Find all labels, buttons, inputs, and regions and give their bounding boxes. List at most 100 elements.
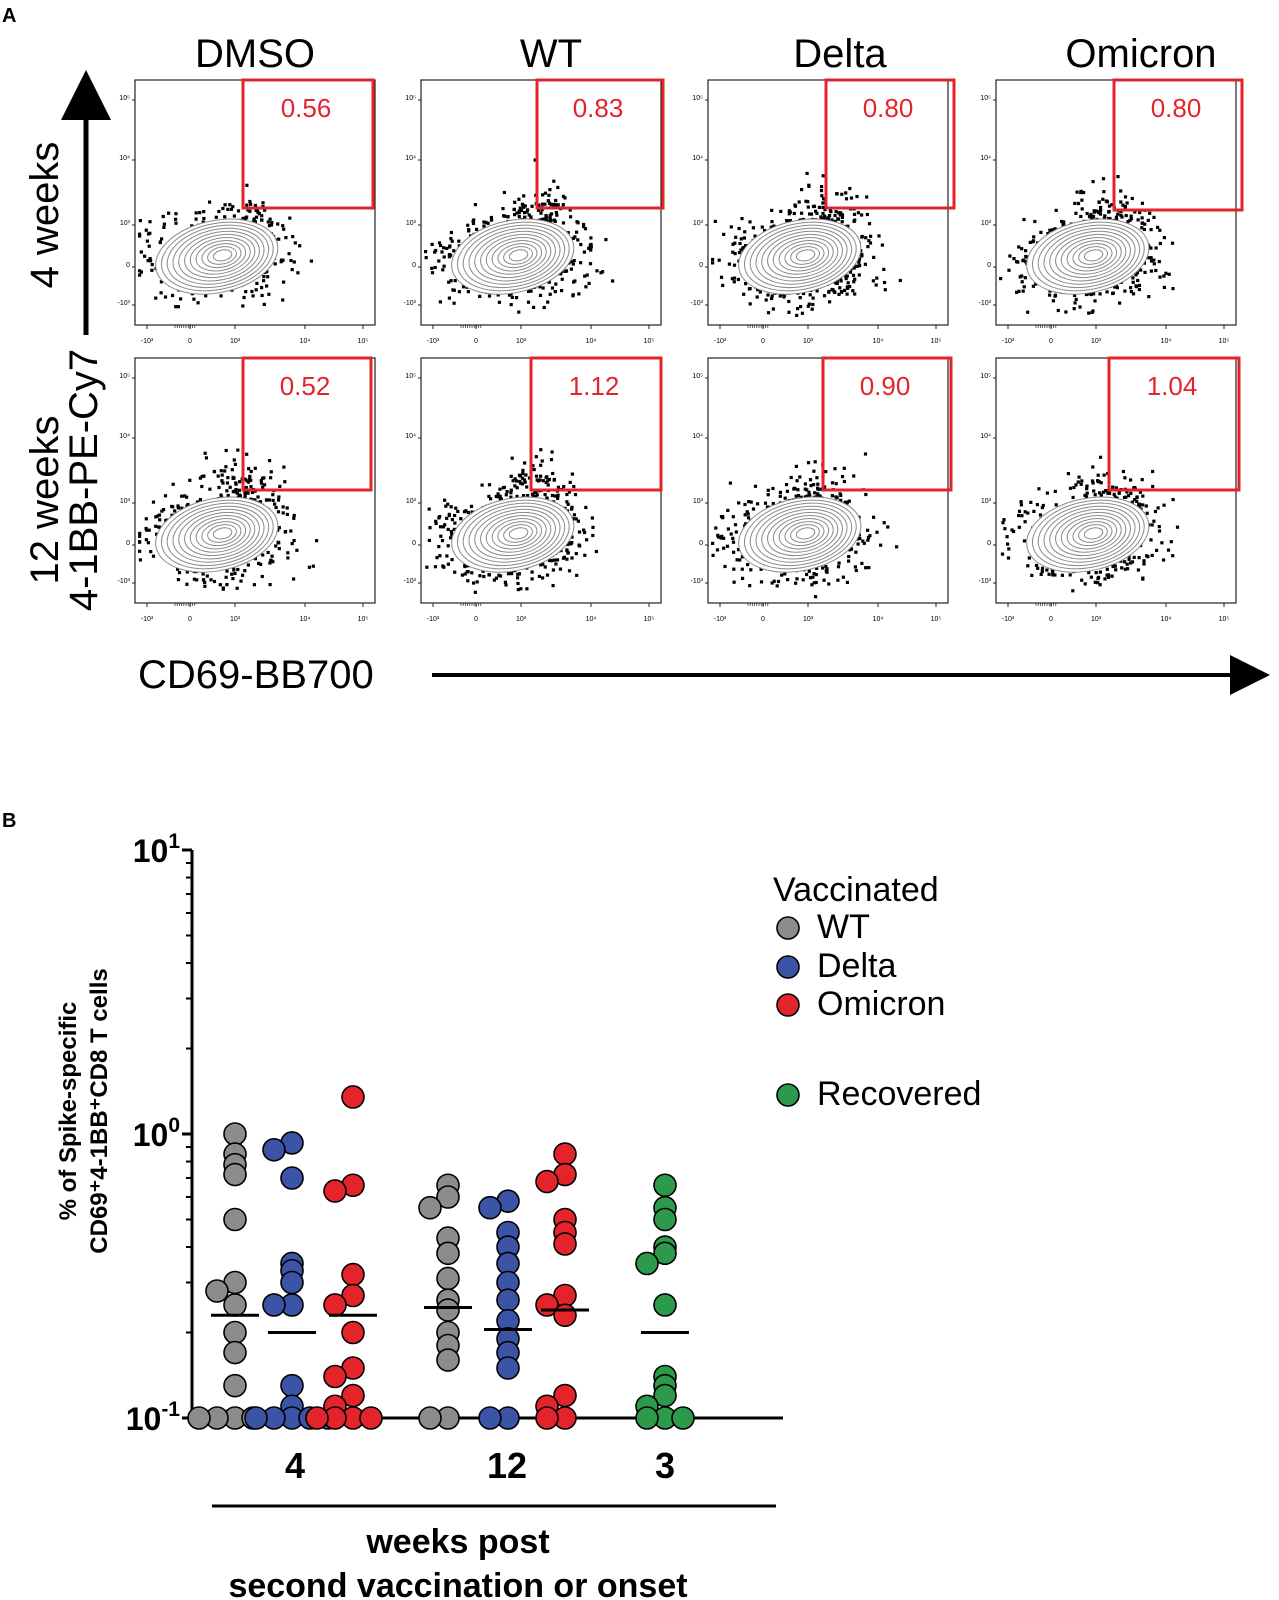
event-dot [816,487,820,491]
event-dot [192,577,196,581]
event-dot [725,544,730,548]
event-dot [526,208,530,212]
event-dot [261,201,265,205]
event-dot [857,257,862,261]
event-dot [1114,568,1118,572]
event-dot [1107,210,1111,214]
event-dot [723,564,727,569]
event-dot [806,461,811,465]
event-dot [219,294,223,298]
event-dot [1146,555,1150,559]
event-dot [544,480,548,485]
event-dot [1175,525,1180,529]
event-dot [526,494,530,498]
event-dot [307,565,311,569]
event-dot [551,568,555,572]
event-dot [1123,560,1127,564]
event-dot [796,307,800,311]
event-dot [263,483,267,487]
event-dot [1160,541,1164,545]
event-dot [591,533,595,538]
contour-ring [738,218,862,295]
event-dot [808,478,813,482]
event-dot [470,510,474,514]
event-dot [800,311,804,315]
event-dot [573,493,578,497]
event-dot [895,545,899,549]
event-dot [194,211,198,215]
event-dot [837,292,841,296]
event-dot [571,293,575,297]
event-dot [808,493,812,497]
event-dot [282,280,286,284]
event-dot [1137,505,1141,509]
event-dot [1129,286,1133,290]
event-dot [466,223,470,227]
gate-percentage: 0.80 [863,93,914,123]
data-point [436,1241,460,1266]
contour-ring [1031,221,1145,292]
event-dot [545,573,550,577]
event-dot [1138,502,1142,506]
event-dot [158,240,162,245]
event-dot [569,267,573,271]
event-dot [746,563,750,567]
event-dot [437,259,441,263]
y-tick-label: 10³ [693,498,704,505]
event-dot [573,279,577,283]
event-dot [466,579,470,583]
event-dot [433,565,438,569]
event-dot [811,575,815,579]
y-tick-label: 0 [987,540,991,547]
event-dot [245,183,249,187]
event-dot [267,292,271,296]
event-dot [1130,196,1134,201]
event-dot [239,579,243,583]
event-dot [256,495,260,499]
event-dot [212,470,217,474]
event-dot [1080,578,1084,582]
event-dot [783,496,787,500]
event-dot [1089,292,1093,297]
event-dot [745,510,749,514]
event-dot [860,213,864,217]
contour-ring [767,233,839,279]
event-dot [1126,567,1130,571]
event-dot [449,536,453,540]
event-dot [740,217,744,221]
event-dot [1112,563,1116,567]
event-dot [1140,216,1144,220]
event-dot [1073,301,1077,305]
event-dot [145,528,149,532]
event-dot [1039,572,1043,576]
event-dot [530,492,535,496]
contour-ring [172,505,265,563]
data-point [305,1406,329,1430]
event-dot [862,541,866,545]
event-dot [512,207,516,212]
event-dot [549,203,553,207]
event-dot [138,534,142,538]
event-dot [1051,570,1055,574]
event-dot [449,237,453,241]
event-dot [770,581,774,585]
x-tick-label: 10³ [230,338,241,345]
data-point [359,1406,383,1430]
event-dot [183,494,187,498]
event-dot [770,296,774,301]
event-dot [1114,215,1119,219]
event-dot [148,220,152,224]
event-dot [726,508,730,512]
data-point [496,1356,520,1380]
event-dot [292,513,296,517]
event-dot [566,551,570,555]
event-dot [138,549,142,553]
density-contours [1026,496,1150,573]
y-tick-label: -10³ [691,578,704,585]
x-tick-label: 10⁴ [873,616,884,623]
event-dot [513,200,517,204]
event-dot [782,293,787,297]
